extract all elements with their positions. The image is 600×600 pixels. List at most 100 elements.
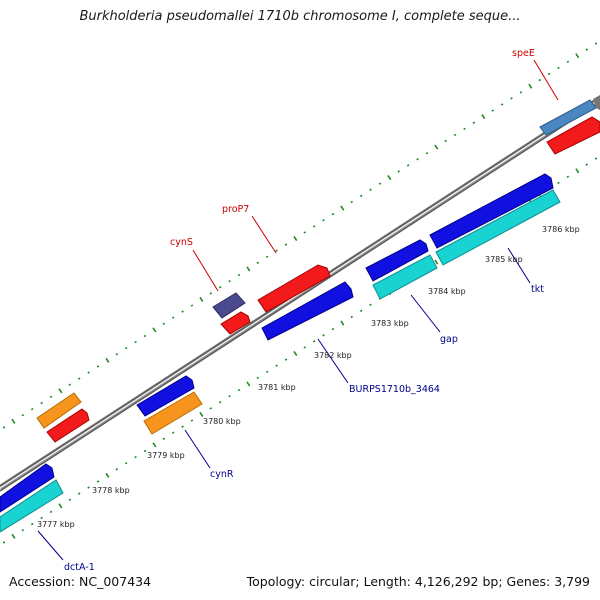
minor-tick	[322, 334, 325, 337]
map-title: Burkholderia pseudomallei 1710b chromoso…	[79, 9, 521, 24]
minor-tick	[566, 60, 570, 64]
minor-tick	[162, 322, 166, 326]
minor-tick	[134, 455, 137, 459]
genome-stats-text: Topology: circular; Length: 4,126,292 bp…	[246, 574, 590, 589]
major-tick	[199, 411, 204, 417]
minor-tick	[2, 541, 6, 544]
major-tick	[11, 533, 16, 539]
minor-tick	[331, 212, 335, 216]
minor-tick	[77, 492, 81, 495]
minor-tick	[594, 157, 598, 160]
upper-tick-track	[2, 42, 598, 429]
minor-tick	[303, 346, 307, 349]
minor-tick	[369, 188, 372, 191]
gene-label-gap[interactable]: gap	[440, 334, 458, 345]
major-tick	[340, 320, 345, 326]
minor-tick	[265, 255, 269, 259]
gap-feature[interactable]	[372, 254, 438, 300]
minor-tick	[134, 340, 137, 344]
major-tick	[199, 296, 204, 302]
proP7-feature[interactable]	[257, 264, 331, 313]
blue-feature-gap[interactable]	[365, 239, 429, 282]
minor-tick	[171, 431, 175, 434]
tkt-feature[interactable]	[435, 189, 561, 266]
BURPS1710b_3464-feature[interactable]	[261, 281, 354, 341]
minor-tick	[585, 48, 588, 51]
minor-tick	[21, 528, 25, 532]
orange-feature-left[interactable]	[36, 392, 82, 429]
cynS-feature[interactable]	[212, 292, 246, 319]
lower-tick-track	[2, 157, 598, 544]
minor-tick	[77, 377, 81, 380]
minor-tick	[491, 109, 494, 112]
minor-tick	[124, 461, 128, 465]
major-tick	[105, 357, 110, 363]
gene-label-cynS[interactable]: cynS	[170, 237, 193, 248]
major-tick	[58, 503, 63, 509]
minor-tick	[115, 353, 119, 356]
kbp-label: 3782 kbp	[314, 351, 352, 360]
callout-lines	[37, 59, 559, 561]
minor-tick	[228, 279, 231, 283]
minor-tick	[181, 310, 184, 313]
minor-tick	[237, 388, 241, 392]
minor-tick	[303, 231, 307, 234]
minor-tick	[218, 401, 222, 404]
minor-tick	[585, 163, 588, 166]
major-tick	[434, 144, 439, 150]
forward-features	[36, 95, 600, 443]
kbp-label: 3784 kbp	[428, 287, 466, 296]
minor-tick	[256, 261, 260, 265]
minor-tick	[359, 309, 363, 313]
minor-tick	[209, 407, 213, 410]
major-tick	[481, 114, 486, 120]
minor-tick	[331, 327, 335, 331]
major-tick	[293, 350, 298, 357]
dctA-1-feature[interactable]	[0, 479, 64, 533]
kbp-label: 3783 kbp	[371, 319, 409, 328]
major-tick	[293, 235, 298, 242]
major-tick	[246, 381, 251, 387]
minor-tick	[312, 340, 316, 343]
kbp-label: 3779 kbp	[147, 451, 185, 460]
minor-tick	[40, 401, 43, 405]
red-feature-speE[interactable]	[546, 116, 600, 155]
blue-feature-dctA[interactable]	[0, 463, 55, 513]
gene-label-cynR[interactable]: cynR	[210, 469, 234, 480]
major-tick	[387, 175, 392, 181]
kbp-label: 3786 kbp	[542, 225, 580, 234]
red-feature-cynS[interactable]	[220, 311, 251, 335]
major-tick	[575, 168, 580, 174]
cynR-feature[interactable]	[143, 391, 203, 435]
major-tick	[434, 259, 439, 265]
minor-tick	[557, 66, 560, 70]
gene-label-dctA-1[interactable]: dctA-1	[64, 562, 95, 573]
minor-tick	[453, 133, 457, 137]
major-tick	[528, 83, 533, 89]
gene-label-BURPS1710b_3464[interactable]: BURPS1710b_3464	[349, 384, 440, 395]
minor-tick	[472, 121, 476, 124]
kbp-label: 3785 kbp	[485, 255, 523, 264]
minor-tick	[284, 243, 288, 246]
kbp-label: 3778 kbp	[92, 486, 130, 495]
minor-tick	[265, 370, 269, 374]
minor-tick	[359, 194, 363, 198]
minor-tick	[538, 78, 541, 82]
minor-tick	[190, 419, 194, 422]
blue-feature-tkt[interactable]	[429, 173, 554, 249]
gene-label-proP7[interactable]: proP7	[222, 204, 249, 215]
gene-label-tkt[interactable]: tkt	[531, 284, 544, 295]
minor-tick	[519, 91, 523, 94]
gene-label-speE[interactable]: speE	[512, 48, 535, 59]
red-feature-left[interactable]	[46, 408, 90, 443]
major-tick	[340, 205, 345, 211]
major-tick	[11, 418, 16, 424]
gray-feature-edge[interactable]	[593, 95, 600, 110]
chromosome-backbone	[0, 96, 600, 492]
minor-tick	[218, 286, 222, 289]
major-tick	[152, 442, 157, 448]
blue-feature-cynR[interactable]	[136, 375, 195, 417]
minor-tick	[425, 151, 429, 155]
minor-tick	[237, 273, 241, 277]
